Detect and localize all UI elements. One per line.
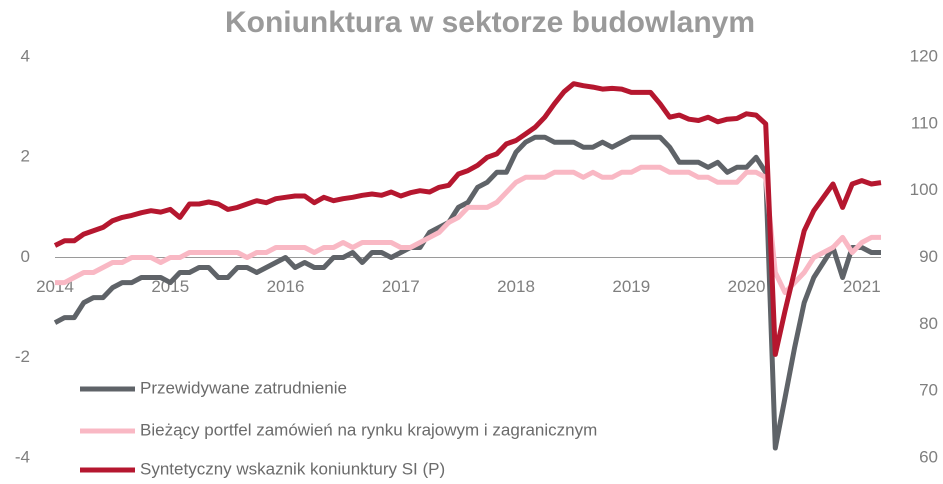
series-line: [53, 81, 882, 357]
legend-label: Bieżący portfel zamówień na rynku krajow…: [140, 420, 597, 439]
y-tick-label: -4: [15, 447, 30, 466]
y2-tick-label: 110: [911, 113, 938, 132]
y2-tick-label: 70: [919, 381, 938, 400]
legend-label: Przewidywane zatrudnienie: [140, 378, 347, 397]
x-tick-label: 2018: [497, 277, 535, 296]
y2-tick-label: 100: [910, 180, 938, 199]
x-tick-label: 2020: [728, 277, 766, 296]
legend-label: Syntetyczny wskaznik koniunktury SI (P): [140, 459, 445, 478]
y-tick-label: -2: [15, 347, 30, 366]
x-tick-label: 2015: [151, 277, 189, 296]
y2-tick-label: 90: [919, 247, 938, 266]
y-tick-label: 0: [21, 247, 30, 266]
y-tick-label: 4: [21, 46, 30, 65]
x-tick-label: 2021: [843, 277, 881, 296]
chart-title: Koniunktura w sektorze budowlanym: [225, 6, 755, 39]
y2-tick-label: 80: [919, 314, 938, 333]
series-line: [55, 164, 881, 296]
x-tick-label: 2016: [267, 277, 305, 296]
y-tick-label: 2: [21, 147, 30, 166]
series-line: [53, 134, 881, 451]
x-tick-label: 2019: [612, 277, 650, 296]
y2-tick-label: 60: [919, 447, 938, 466]
x-tick-label: 2017: [382, 277, 420, 296]
y2-tick-label: 120: [910, 46, 938, 65]
